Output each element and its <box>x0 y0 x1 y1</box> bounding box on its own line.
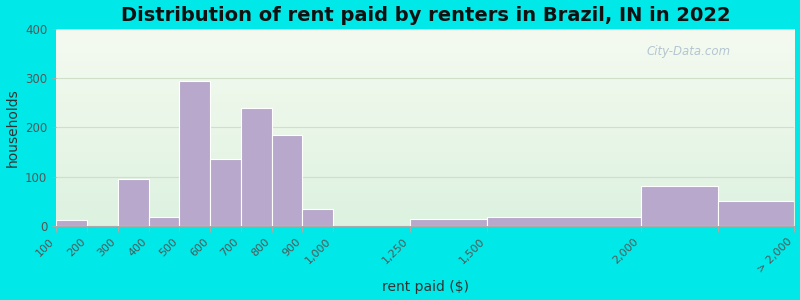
Bar <box>302 209 333 226</box>
Bar <box>272 135 302 226</box>
Text: City-Data.com: City-Data.com <box>647 45 731 58</box>
Bar <box>410 219 487 226</box>
Bar <box>210 160 241 226</box>
Bar <box>179 81 210 226</box>
Bar <box>641 186 718 226</box>
Bar <box>56 220 87 226</box>
Bar <box>718 201 794 226</box>
Bar <box>118 179 149 226</box>
Title: Distribution of rent paid by renters in Brazil, IN in 2022: Distribution of rent paid by renters in … <box>121 6 730 25</box>
X-axis label: rent paid ($): rent paid ($) <box>382 280 469 294</box>
Bar <box>149 217 179 226</box>
Bar <box>487 217 641 226</box>
Bar <box>241 108 272 226</box>
Y-axis label: households: households <box>6 88 19 167</box>
